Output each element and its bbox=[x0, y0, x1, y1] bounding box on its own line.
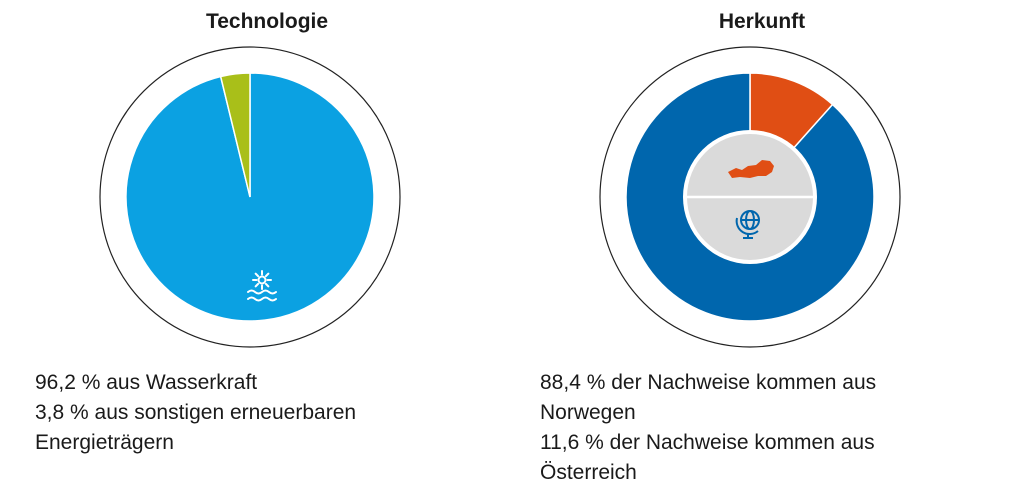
technology-panel: Technologie 96,2 % aus Wasserkraft 3,8 %… bbox=[0, 0, 500, 498]
origin-donut-chart bbox=[599, 46, 901, 348]
legend-other-renewables: 3,8 % aus sonstigen erneuerbaren Energie… bbox=[35, 401, 357, 454]
globe-icon bbox=[735, 210, 760, 239]
technology-legend: 96,2 % aus Wasserkraft 3,8 % aus sonstig… bbox=[35, 368, 475, 458]
outer-ring bbox=[99, 46, 401, 348]
technology-pie-chart bbox=[99, 46, 401, 348]
technology-chart-title: Technologie bbox=[205, 10, 329, 33]
legend-norway: 88,4 % der Nachweise kommen aus Norwegen bbox=[540, 371, 877, 424]
legend-hydro: 96,2 % aus Wasserkraft bbox=[35, 371, 258, 394]
origin-panel: Herkunft 88,4 % der Nachweise kommen aus… bbox=[500, 0, 1009, 498]
pie-slice-aus-sonstigen-erneuerbaren-energietr-gern bbox=[219, 72, 251, 198]
outer-ring bbox=[599, 46, 901, 348]
origin-legend: 88,4 % der Nachweise kommen aus Norwegen… bbox=[540, 368, 960, 488]
austria-map-icon bbox=[728, 160, 774, 178]
legend-austria: 11,6 % der Nachweise kommen aus Österrei… bbox=[540, 431, 875, 484]
hydropower-icon bbox=[247, 270, 277, 302]
origin-chart-title: Herkunft bbox=[718, 10, 806, 33]
